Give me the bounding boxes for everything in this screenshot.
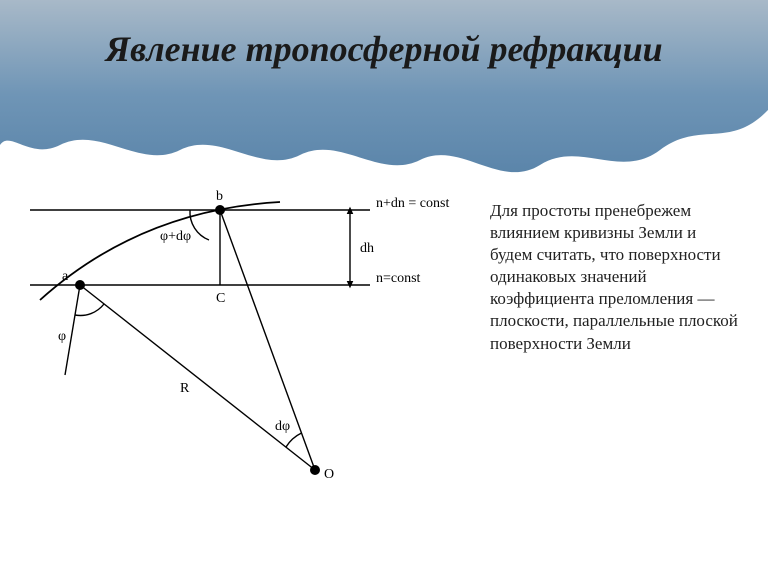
svg-text:a: a [62, 269, 69, 284]
svg-text:n=const: n=const [376, 271, 421, 286]
svg-text:dφ: dφ [275, 419, 290, 434]
svg-text:φ: φ [58, 329, 66, 344]
slide-title: Явление тропосферной рефракции [0, 28, 768, 71]
svg-text:R: R [180, 381, 190, 396]
svg-text:C: C [216, 291, 225, 306]
banner-background [0, 0, 768, 180]
svg-text:φ+dφ: φ+dφ [160, 229, 191, 244]
svg-text:b: b [216, 189, 223, 204]
svg-text:O: O [324, 467, 334, 482]
svg-text:n+dn = const: n+dn = const [376, 196, 449, 211]
svg-text:dh: dh [360, 241, 374, 256]
body-text: Для простоты пренебрежем влиянием кривиз… [490, 200, 740, 355]
refraction-diagram: n+dn = const n=const dh a b C O R φ φ+dφ… [20, 180, 472, 490]
